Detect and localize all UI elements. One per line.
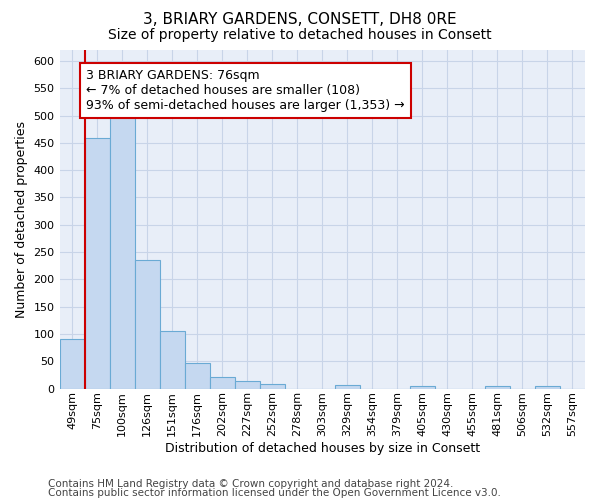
Text: Size of property relative to detached houses in Consett: Size of property relative to detached ho… (108, 28, 492, 42)
X-axis label: Distribution of detached houses by size in Consett: Distribution of detached houses by size … (165, 442, 480, 455)
Bar (110, 116, 134, 388)
Bar (235, 381, 260, 388)
Bar (185, 363, 209, 388)
Bar (209, 377, 235, 388)
Text: 3 BRIARY GARDENS: 76sqm
← 7% of detached houses are smaller (108)
93% of semi-de: 3 BRIARY GARDENS: 76sqm ← 7% of detached… (86, 69, 404, 112)
Bar (59, 340, 85, 388)
Bar (160, 331, 185, 388)
Bar (535, 386, 560, 388)
Y-axis label: Number of detached properties: Number of detached properties (15, 121, 28, 318)
Bar (485, 386, 510, 388)
Text: 3, BRIARY GARDENS, CONSETT, DH8 0RE: 3, BRIARY GARDENS, CONSETT, DH8 0RE (143, 12, 457, 28)
Text: Contains public sector information licensed under the Open Government Licence v3: Contains public sector information licen… (48, 488, 501, 498)
Bar (335, 386, 360, 388)
Bar (134, 260, 160, 388)
Bar (410, 386, 435, 388)
Bar (85, 138, 110, 388)
Text: Contains HM Land Registry data © Crown copyright and database right 2024.: Contains HM Land Registry data © Crown c… (48, 479, 454, 489)
Bar (260, 384, 285, 388)
